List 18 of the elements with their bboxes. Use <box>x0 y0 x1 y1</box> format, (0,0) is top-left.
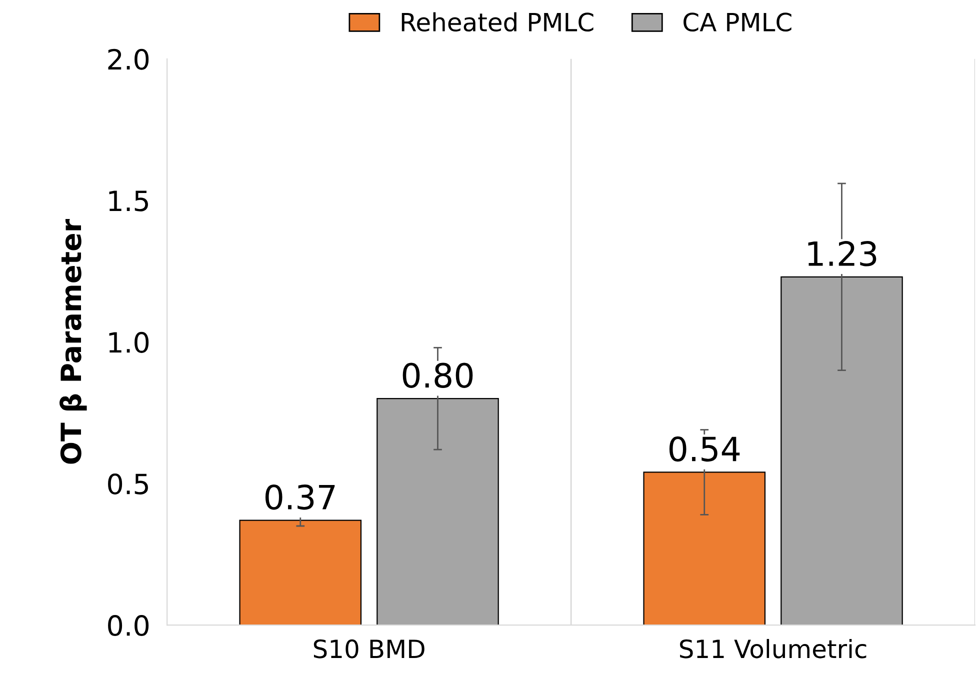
x-tick-label: S11 Volumetric <box>680 638 866 658</box>
data-label: 1.23 <box>808 241 876 266</box>
legend-label: Reheated PMLC <box>402 12 594 32</box>
bar <box>239 520 362 626</box>
data-label: 0.80 <box>402 362 473 388</box>
y-tick-label: 2.0 <box>108 48 149 70</box>
y-tick-label: 0.0 <box>108 615 149 636</box>
legend-label: CA PMLC <box>684 12 792 32</box>
y-tick-label: 0.5 <box>108 473 148 494</box>
bar <box>780 276 903 626</box>
y-tick-label: 1.5 <box>109 190 148 212</box>
data-label: 0.54 <box>669 436 740 462</box>
bar <box>643 472 766 626</box>
bar <box>376 398 499 626</box>
data-label: 0.37 <box>265 484 335 510</box>
x-tick-label: S10 BMD <box>314 639 424 658</box>
y-tick-label: 1.0 <box>109 332 149 353</box>
y-axis-title: OT β Parameter <box>60 218 87 464</box>
